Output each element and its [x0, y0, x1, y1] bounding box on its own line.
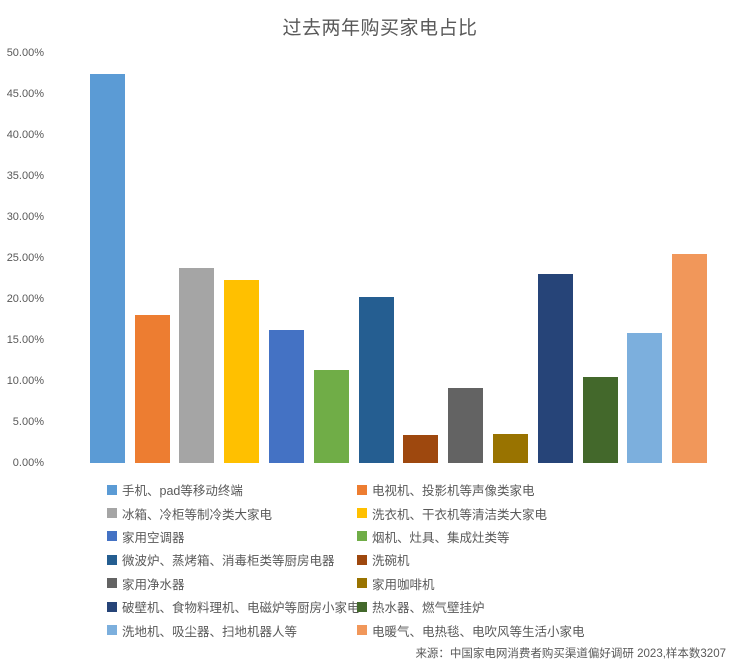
bar-14: [672, 253, 708, 463]
bar-7: [358, 296, 394, 463]
legend-swatch-icon: [107, 601, 117, 612]
legend-row: 家用空调器 烟机、灶具、集成灶类等: [107, 525, 725, 548]
bar-11: [537, 274, 573, 463]
y-axis-tick-label: 5.00%: [12, 415, 44, 428]
legend-item: 洗碗机: [357, 550, 725, 569]
bar-2: [134, 315, 170, 463]
legend-row: 洗地机、吸尘器、扫地机器人等 电暖气、电热毯、电吹风等生活小家电: [107, 618, 725, 641]
legend-label: 电暖气、电热毯、电吹风等生活小家电: [372, 624, 585, 639]
bar-12: [582, 376, 618, 463]
legend-item: 破壁机、食物料理机、电磁炉等厨房小家电: [107, 597, 360, 616]
legend-label: 洗碗机: [372, 554, 410, 569]
legend: 手机、pad等移动终端 电视机、投影机等声像类家电冰箱、冷柜等制冷类大家电 洗衣机、…: [107, 478, 725, 642]
bar-5: [269, 330, 305, 463]
legend-label: 热水器、燃气壁挂炉: [372, 601, 485, 616]
legend-row: 冰箱、冷柜等制冷类大家电 洗衣机、干衣机等清洁类大家电: [107, 501, 725, 524]
legend-label: 家用咖啡机: [372, 577, 435, 592]
legend-swatch-icon: [107, 508, 117, 519]
y-axis-tick-label: 10.00%: [6, 374, 44, 387]
legend-row: 破壁机、食物料理机、电磁炉等厨房小家电 热水器、燃气壁挂炉: [107, 595, 725, 618]
legend-swatch-icon: [357, 531, 367, 542]
bar-8: [403, 435, 439, 463]
legend-item: 家用咖啡机: [357, 574, 725, 593]
y-axis-tick-label: 0.00%: [12, 456, 44, 469]
legend-item: 热水器、燃气壁挂炉: [357, 597, 725, 616]
legend-label: 家用空调器: [122, 530, 185, 545]
legend-item: 洗地机、吸尘器、扫地机器人等: [107, 621, 357, 640]
y-axis-tick-label: 45.00%: [6, 87, 44, 100]
y-axis-tick-label: 30.00%: [6, 210, 44, 223]
legend-item: 烟机、灶具、集成灶类等: [357, 527, 725, 546]
legend-row: 手机、pad等移动终端 电视机、投影机等声像类家电: [107, 478, 725, 501]
legend-swatch-icon: [107, 484, 117, 495]
bar-3: [179, 267, 215, 463]
legend-swatch-icon: [357, 601, 367, 612]
y-axis-tick-label: 40.00%: [6, 128, 44, 141]
legend-swatch-icon: [357, 625, 367, 636]
legend-swatch-icon: [107, 554, 117, 565]
legend-swatch-icon: [107, 578, 117, 589]
source-note: 来源：中国家电网消费者购买渠道偏好调研 2023,样本数3207: [415, 648, 726, 660]
legend-swatch-icon: [107, 531, 117, 542]
legend-swatch-icon: [357, 554, 367, 565]
legend-item: 手机、pad等移动终端: [107, 480, 357, 499]
bar-9: [448, 387, 484, 463]
plot-area: [85, 53, 712, 463]
bar-10: [492, 434, 528, 463]
legend-label: 烟机、灶具、集成灶类等: [372, 530, 510, 545]
legend-item: 电视机、投影机等声像类家电: [357, 480, 725, 499]
y-axis-tick-label: 35.00%: [6, 169, 44, 182]
legend-swatch-icon: [357, 578, 367, 589]
y-axis-tick-label: 25.00%: [6, 251, 44, 264]
y-axis-tick-label: 50.00%: [6, 46, 44, 59]
y-axis: 0.00% 5.00% 10.00% 15.00% 20.00% 25.00% 30.00%…: [0, 47, 44, 469]
legend-swatch-icon: [357, 484, 367, 495]
legend-item: 微波炉、蒸烤箱、消毒柜类等厨房电器: [107, 550, 357, 569]
legend-label: 洗衣机、干衣机等清洁类大家电: [372, 507, 548, 522]
legend-label: 微波炉、蒸烤箱、消毒柜类等厨房电器: [122, 554, 335, 569]
legend-row: 家用净水器 家用咖啡机: [107, 572, 725, 595]
legend-label: 手机、pad等移动终端: [122, 484, 243, 499]
legend-label: 冰箱、冷柜等制冷类大家电: [122, 507, 273, 522]
legend-label: 家用净水器: [122, 577, 185, 592]
legend-item: 家用净水器: [107, 574, 357, 593]
y-axis-tick-label: 20.00%: [6, 292, 44, 305]
legend-item: 冰箱、冷柜等制冷类大家电: [107, 504, 357, 523]
legend-item: 家用空调器: [107, 527, 357, 546]
y-axis-tick-label: 15.00%: [6, 333, 44, 346]
legend-swatch-icon: [357, 508, 367, 519]
legend-item: 洗衣机、干衣机等清洁类大家电: [357, 504, 725, 523]
legend-label: 破壁机、食物料理机、电磁炉等厨房小家电: [122, 601, 360, 616]
bar-4: [224, 280, 260, 463]
legend-label: 电视机、投影机等声像类家电: [372, 484, 535, 499]
bar-1: [89, 73, 125, 463]
legend-swatch-icon: [107, 625, 117, 636]
chart-title: 过去两年购买家电占比: [282, 18, 478, 39]
bar-13: [627, 333, 663, 463]
legend-item: 电暖气、电热毯、电吹风等生活小家电: [357, 621, 725, 640]
bar-6: [313, 369, 349, 463]
legend-row: 微波炉、蒸烤箱、消毒柜类等厨房电器 洗碗机: [107, 548, 725, 571]
legend-label: 洗地机、吸尘器、扫地机器人等: [122, 624, 298, 639]
